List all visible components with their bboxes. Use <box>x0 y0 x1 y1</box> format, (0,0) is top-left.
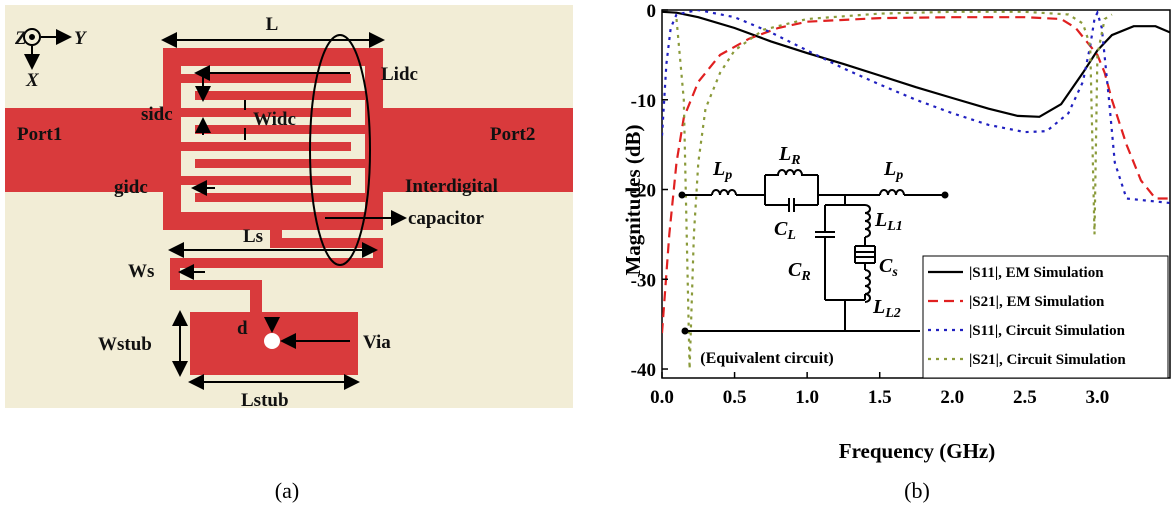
legend-label: |S21|, EM Simulation <box>969 294 1105 310</box>
y-tick-label: -30 <box>631 270 656 291</box>
circuit-note: (Equivalent circuit) <box>700 350 833 367</box>
x-tick-label: 3.0 <box>1086 387 1110 408</box>
caption: (a) <box>275 478 299 503</box>
axis-z: Z <box>14 28 27 49</box>
y-tick-label: -10 <box>631 91 656 112</box>
element-symbol: C <box>774 218 788 240</box>
series-line <box>662 10 1170 118</box>
element-subscript: L1 <box>886 219 903 234</box>
element-label: Lp <box>883 158 903 183</box>
element-subscript: L2 <box>884 306 901 321</box>
legend-label: |S11|, EM Simulation <box>969 265 1104 281</box>
series-line <box>675 10 1113 370</box>
callout-label: Via <box>363 332 391 353</box>
dim-label: Lstub <box>241 390 289 411</box>
element-label: LL2 <box>872 296 901 321</box>
element-subscript: R <box>790 153 800 168</box>
element-symbol: C <box>788 259 802 281</box>
series-layer <box>662 10 1170 370</box>
plot-frame <box>661 9 1171 379</box>
dim-label: Lidc <box>381 64 418 85</box>
dim-label: L <box>266 14 279 35</box>
legend-box <box>922 255 1169 379</box>
element-symbol: C <box>879 255 893 277</box>
annotations <box>23 28 407 390</box>
element-label: Lp <box>712 158 732 183</box>
y-tick-label: -40 <box>631 360 656 381</box>
element-label: LL1 <box>874 209 903 234</box>
x-axis-title: Frequency (GHz) <box>839 439 996 463</box>
x-tick-label: 0.0 <box>650 387 674 408</box>
element-symbol: L <box>872 296 885 318</box>
callout-label: Interdigital <box>405 176 498 197</box>
x-tick-label: 2.5 <box>1013 387 1037 408</box>
element-subscript: L <box>786 228 796 243</box>
y-tick-label: -20 <box>631 181 656 202</box>
element-subscript: p <box>724 168 732 183</box>
dim-label: gidc <box>114 177 148 198</box>
element-label: CL <box>774 218 796 243</box>
callout-label: capacitor <box>408 208 485 229</box>
element-symbol: L <box>778 143 791 165</box>
via-hole <box>264 333 280 349</box>
y-tick-label: 0 <box>647 1 657 22</box>
element-symbol: L <box>883 158 896 180</box>
element-label: CR <box>788 259 811 284</box>
element-subscript: s <box>891 265 898 280</box>
x-tick-label: 1.0 <box>795 387 819 408</box>
port-label: Port1 <box>17 124 62 145</box>
circuit-inset <box>678 169 949 335</box>
dim-label: Ws <box>128 261 154 282</box>
caption: (b) <box>904 478 930 503</box>
element-label: LR <box>778 143 801 168</box>
dim-label: sidc <box>141 104 173 125</box>
circuit-labels: Lp LR CL Lp LL1 CR Cs LL2 <box>712 143 903 321</box>
element-symbol: L <box>874 209 887 231</box>
legend-label: |S11|, Circuit Simulation <box>969 323 1126 339</box>
element-subscript: R <box>800 269 810 284</box>
x-tick-label: 2.0 <box>940 387 964 408</box>
series-line <box>662 16 1170 334</box>
dim-label: Wstub <box>98 334 152 355</box>
series-line <box>662 10 1170 205</box>
axis-x: X <box>25 70 40 91</box>
dim-label: Widc <box>253 109 296 130</box>
dim-label: d <box>237 318 248 339</box>
axis-y: Y <box>74 28 88 49</box>
dim-label: Ls <box>243 226 263 247</box>
layout-panel: Z Y X L Lidc sidc Widc Port1 Port2 gidc … <box>5 5 573 411</box>
legend-label: |S21|, Circuit Simulation <box>969 352 1126 368</box>
element-symbol: L <box>712 158 725 180</box>
element-subscript: p <box>895 168 903 183</box>
y-axis-title: Magnitudes (dB) <box>621 124 645 275</box>
x-tick-label: 1.5 <box>868 387 892 408</box>
element-label: Cs <box>879 255 898 280</box>
port-label: Port2 <box>490 124 535 145</box>
x-tick-label: 0.5 <box>723 387 747 408</box>
